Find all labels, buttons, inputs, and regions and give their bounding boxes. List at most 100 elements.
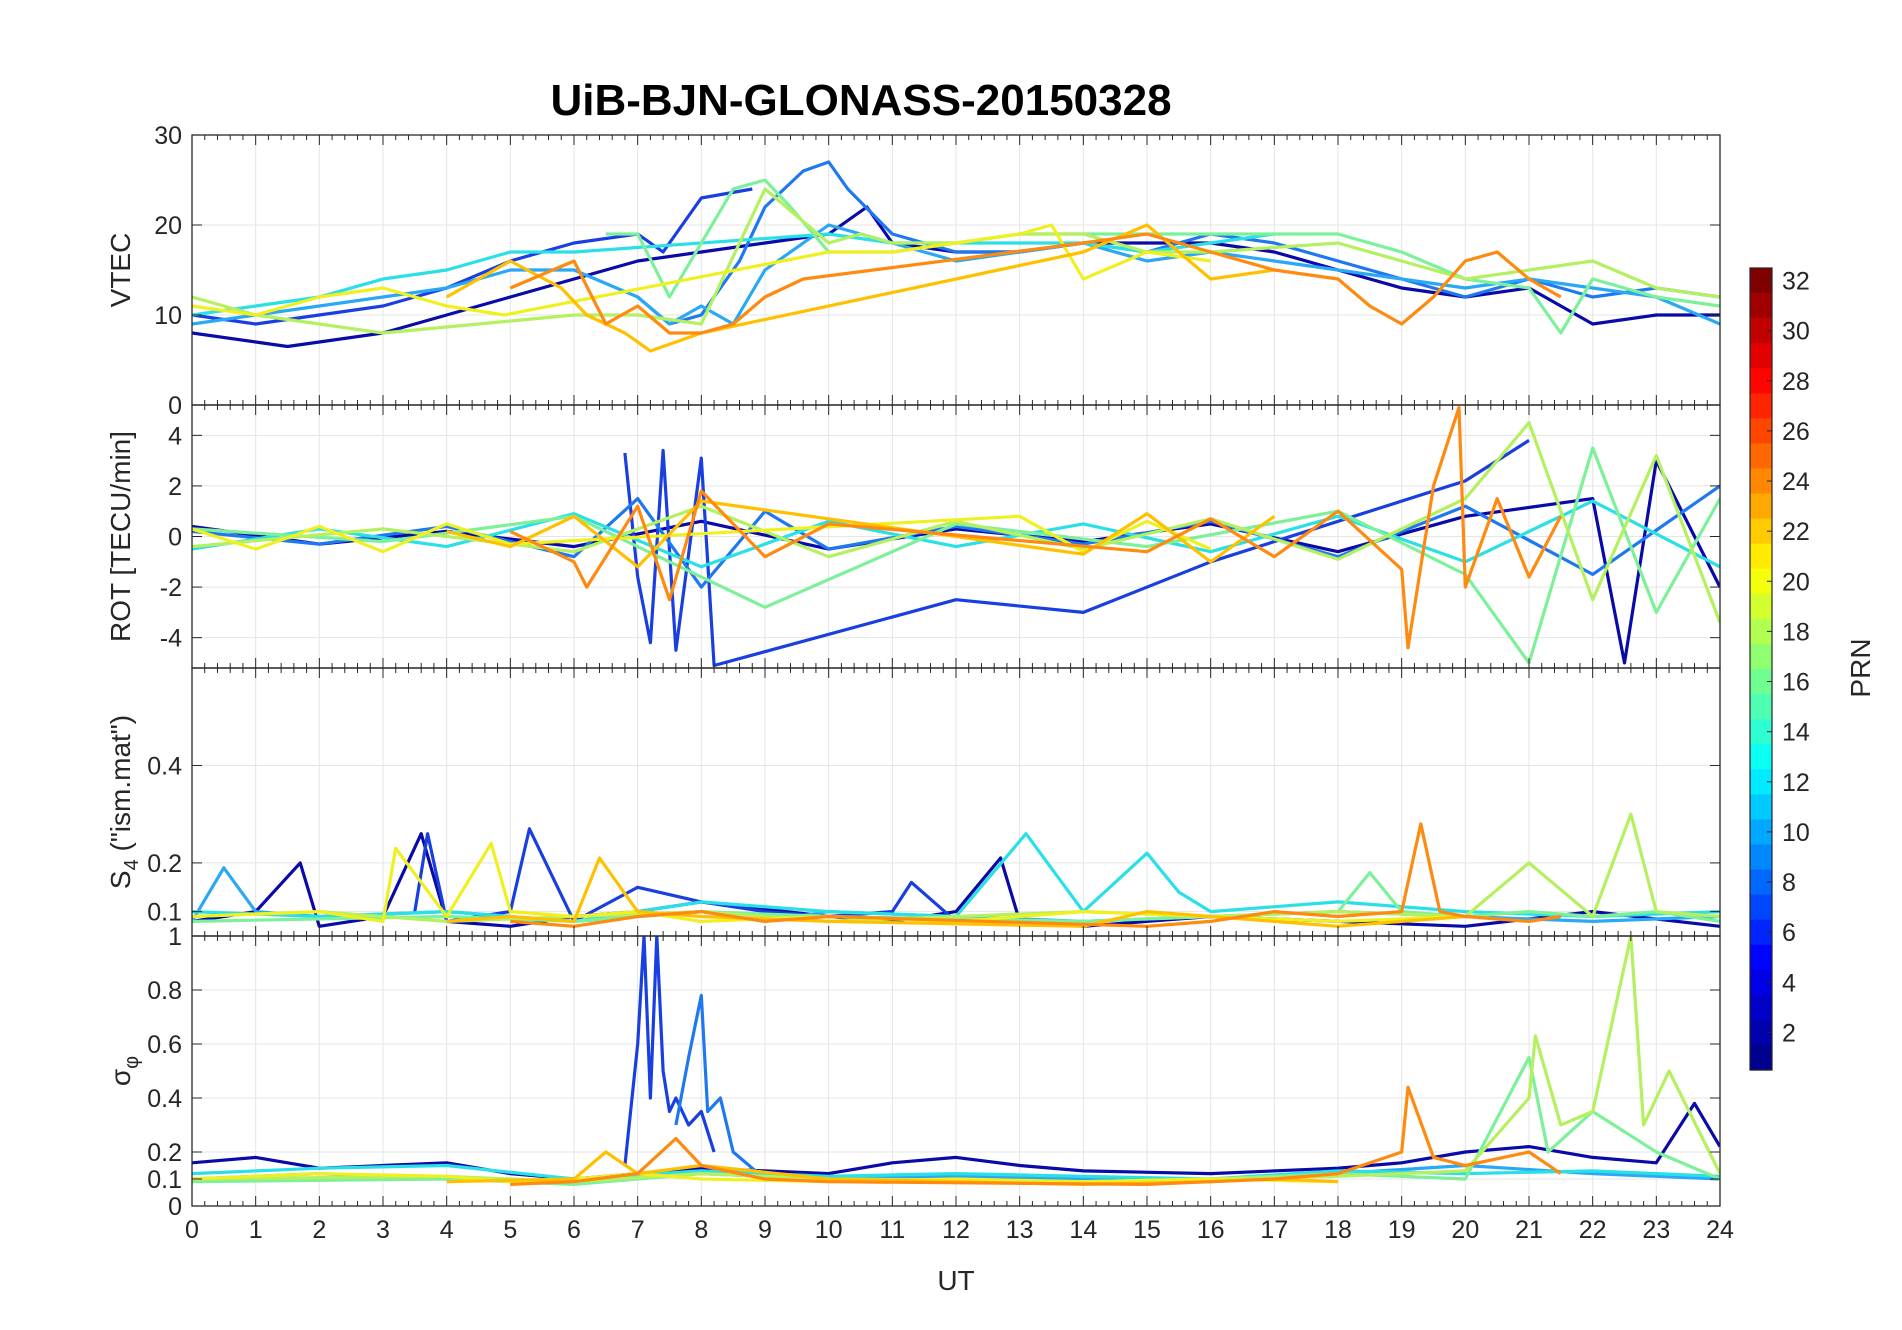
colorbar-cell <box>1750 769 1772 795</box>
series-prn-19 <box>192 223 1211 317</box>
panel-vtec: 0 10 20 30 VTEC <box>105 122 1721 420</box>
colorbar-cell <box>1750 1019 1772 1046</box>
series-prn-21 <box>446 856 1466 928</box>
colorbar-cell <box>1750 794 1772 820</box>
colorbar-cell <box>1750 418 1772 445</box>
x-tick-label: 7 <box>631 1216 645 1244</box>
y-tick-label: 0.2 <box>147 1139 182 1167</box>
panel-sigma-phi: 00.10.20.40.60.810 1 2 3 4 5 6 7 8 9 10 11 12 13 14 15 1… <box>105 923 1734 1244</box>
colorbar-cell <box>1750 944 1772 971</box>
colorbar-cell <box>1750 468 1772 495</box>
colorbar-cell <box>1750 568 1772 595</box>
x-tick-label: 13 <box>1006 1216 1034 1244</box>
colorbar-cell <box>1750 819 1772 846</box>
y-tick-label: -4 <box>160 625 182 653</box>
colorbar-cell <box>1750 368 1772 394</box>
x-tick-label: 8 <box>694 1216 708 1244</box>
y-tick-label: 20 <box>154 212 182 240</box>
x-tick-label: 21 <box>1515 1216 1543 1244</box>
series-prn-19 <box>192 841 1466 924</box>
y-axis-label: σφ <box>105 1056 143 1086</box>
series-prn-23 <box>509 232 1562 335</box>
panel-s4: 0.1 0.2 0.4S4 ("ism.mat") <box>105 667 1721 937</box>
colorbar-tick-label: 4 <box>1782 969 1796 997</box>
series-prn-8 <box>674 993 767 1181</box>
colorbar-tick-label: 26 <box>1782 418 1810 446</box>
colorbar-tick-label: 28 <box>1782 368 1810 396</box>
y-axis-label: VTEC <box>105 233 136 308</box>
x-tick-label: 19 <box>1388 1216 1416 1244</box>
x-tick-label: 23 <box>1642 1216 1670 1244</box>
x-tick-label: 18 <box>1324 1216 1352 1244</box>
y-tick-label: 0.1 <box>147 899 182 927</box>
y-tick-label: 0 <box>168 1193 182 1221</box>
colorbar-cell <box>1750 669 1772 695</box>
colorbar-tick-label: 16 <box>1782 669 1810 697</box>
colorbar-cell <box>1750 618 1772 645</box>
series-group <box>192 936 1720 1187</box>
series-prn-17 <box>192 936 1720 1184</box>
colorbar-cell <box>1750 268 1772 294</box>
x-tick-label: 10 <box>815 1216 843 1244</box>
y-tick-label: 30 <box>154 122 182 150</box>
colorbar-cell <box>1750 543 1772 570</box>
y-tick-label: 2 <box>168 473 182 501</box>
x-tick-label: 14 <box>1069 1216 1097 1244</box>
colorbar-tick-label: 24 <box>1782 468 1810 496</box>
y-tick-label: 0 <box>168 392 182 420</box>
y-tick-label: 0.6 <box>147 1031 182 1059</box>
x-tick-label: 1 <box>249 1216 263 1244</box>
x-tick-label: 9 <box>758 1216 772 1244</box>
colorbar-cell <box>1750 643 1772 670</box>
series-group <box>192 160 1720 353</box>
x-tick-label: 11 <box>879 1216 905 1244</box>
colorbar-label: PRN <box>1845 638 1876 697</box>
colorbar-cell <box>1750 493 1772 520</box>
y-tick-label: -2 <box>160 574 182 602</box>
x-tick-label: 15 <box>1133 1216 1161 1244</box>
colorbar-tick-label: 6 <box>1782 919 1796 947</box>
colorbar-cell <box>1750 719 1772 745</box>
series-prn-21 <box>445 223 1275 353</box>
colorbar-tick-label: 30 <box>1782 318 1810 346</box>
colorbar-cell <box>1750 318 1772 344</box>
series-prn-21 <box>446 499 1276 569</box>
y-tick-label: 0 <box>168 524 182 552</box>
x-tick-label: 6 <box>567 1216 581 1244</box>
x-tick-label: 0 <box>185 1216 199 1244</box>
x-axis-label: UT <box>937 1265 974 1296</box>
series-prn-19 <box>192 1171 1339 1184</box>
colorbar-tick-label: 8 <box>1782 869 1796 897</box>
y-axis-label: ROT [TECU/min] <box>105 431 136 642</box>
y-tick-label: 10 <box>154 302 182 330</box>
series-prn-19 <box>192 514 1212 554</box>
colorbar-tick-label: 10 <box>1782 819 1810 847</box>
colorbar-cell <box>1750 1044 1772 1071</box>
y-tick-label: 0.2 <box>147 850 182 878</box>
colorbar-cell <box>1750 969 1772 996</box>
series-prn-12 <box>192 232 1275 317</box>
series-prn-5 <box>623 936 716 1166</box>
x-tick-label: 12 <box>942 1216 970 1244</box>
colorbar-cell <box>1750 593 1772 620</box>
colorbar-tick-label: 18 <box>1782 618 1810 646</box>
series-prn-23 <box>510 1085 1562 1187</box>
series-prn-23 <box>510 822 1562 928</box>
series-prn-23 <box>509 405 1563 650</box>
colorbar-tick-label: 20 <box>1782 568 1810 596</box>
series-prn-1 <box>192 1101 1720 1181</box>
series-group <box>192 405 1720 668</box>
y-tick-label: 0.4 <box>147 752 182 780</box>
colorbar-cell <box>1750 894 1772 921</box>
x-tick-label: 22 <box>1579 1216 1607 1244</box>
colorbar-frame <box>1749 267 1773 1071</box>
colorbar-cell <box>1750 343 1772 369</box>
colorbar-cell <box>1750 443 1772 470</box>
colorbar-cell <box>1750 694 1772 720</box>
series-prn-12 <box>192 1163 1720 1181</box>
colorbar-cell <box>1750 293 1772 319</box>
colorbar-tick-label: 22 <box>1782 518 1810 546</box>
x-tick-label: 2 <box>312 1216 326 1244</box>
